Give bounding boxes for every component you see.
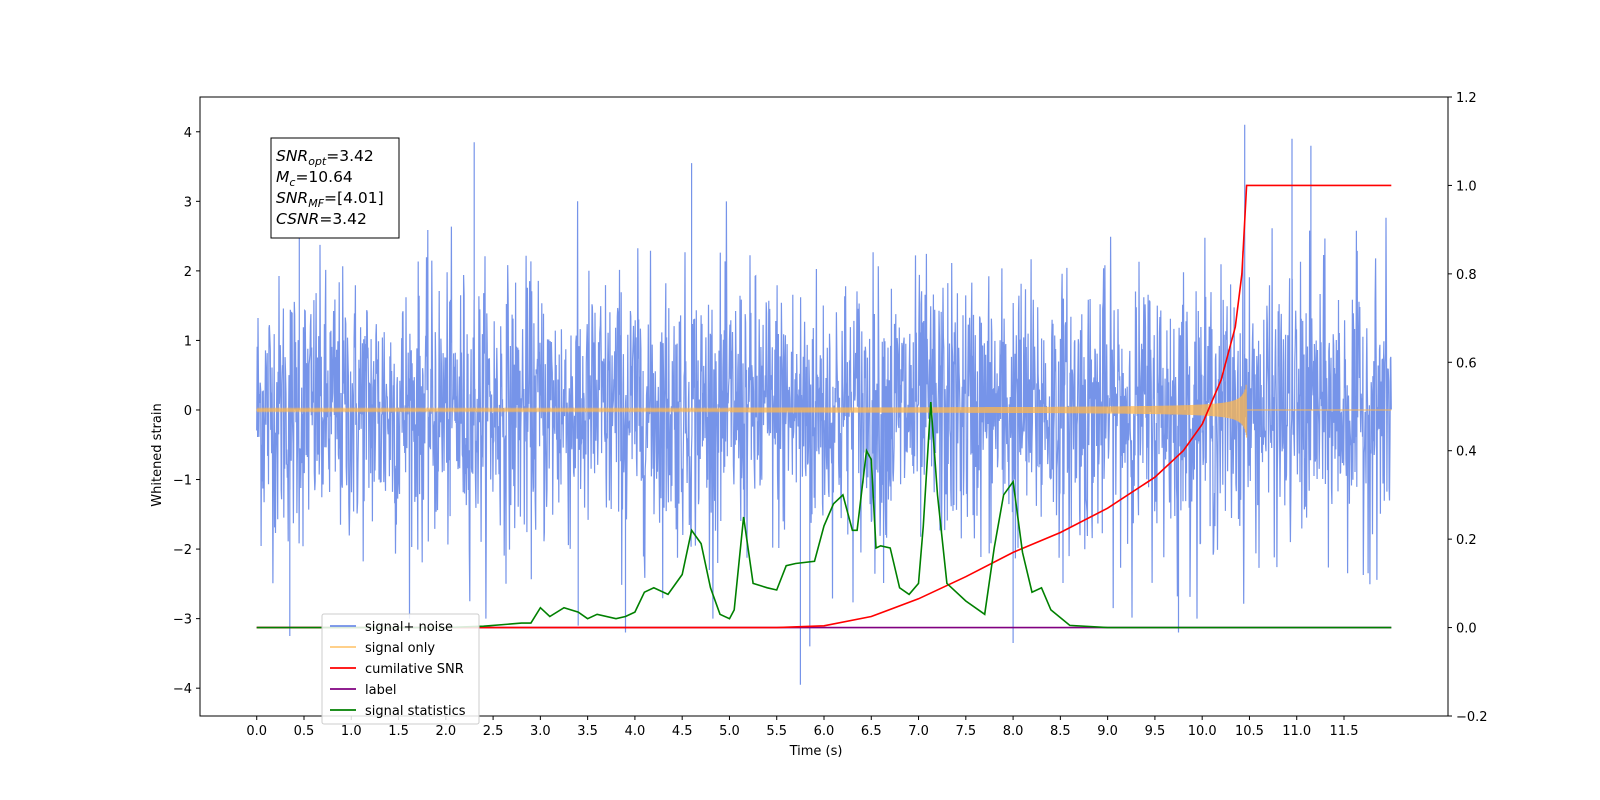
- x-tick-label: 8.5: [1050, 724, 1071, 739]
- x-tick-label: 10.0: [1188, 724, 1217, 739]
- y-right-tick-label: 1.2: [1456, 91, 1477, 106]
- y-left-tick-label: −2: [173, 543, 192, 558]
- y-left-tick-label: −4: [173, 682, 192, 697]
- axes: 0.0 0.5 1.0 1.5 2.0 2.5 3.0 3.5 4.0 4.5 5.0 5.5 6.0 6…: [173, 91, 1488, 739]
- x-tick-label: 2.0: [435, 724, 456, 739]
- info-line: SNRopt=3.42: [276, 147, 374, 168]
- x-tick-label: 6.0: [814, 724, 835, 739]
- y-right-tick-label: 0.8: [1456, 268, 1477, 283]
- y-left-tick-label: 3: [184, 195, 192, 210]
- y-left-tick-label: −1: [173, 474, 192, 489]
- x-tick-label: 7.0: [908, 724, 929, 739]
- legend-label: cumilative SNR: [365, 662, 464, 677]
- x-tick-label: 0.0: [246, 724, 267, 739]
- legend-frame: [321, 613, 480, 725]
- y-right-tick-label: 0.2: [1456, 533, 1477, 548]
- legend-label: signal statistics: [365, 704, 466, 719]
- y-left-tick-label: 4: [184, 126, 192, 141]
- y-axis-label: Whitened strain: [150, 403, 165, 506]
- info-line: SNRMF=[4.01]: [276, 189, 384, 210]
- y-right-tick-label: 0.0: [1456, 622, 1477, 637]
- series-signal-only: [256, 384, 1392, 438]
- y-left-tick-label: 2: [184, 265, 192, 280]
- legend-label: signal only: [365, 641, 435, 656]
- plot-area: [256, 124, 1392, 685]
- series-signal-statistics: [256, 402, 1392, 629]
- info-line: Mc=10.64: [276, 168, 353, 189]
- x-tick-label: 8.0: [1003, 724, 1024, 739]
- y-left-tick-label: −3: [173, 613, 192, 628]
- y-left-tick-label: 1: [184, 334, 192, 349]
- x-tick-label: 9.0: [1097, 724, 1118, 739]
- x-tick-label: 9.5: [1145, 724, 1166, 739]
- x-tick-label: 11.0: [1282, 724, 1311, 739]
- x-tick-label: 7.5: [955, 724, 976, 739]
- x-tick-label: 4.5: [672, 724, 693, 739]
- info-line: CSNR=3.42: [276, 210, 367, 228]
- y-left-tick-label: 0: [184, 404, 192, 419]
- legend-label: label: [365, 683, 396, 698]
- y-right-tick-label: 1.0: [1456, 179, 1477, 194]
- x-tick-label: 2.5: [483, 724, 504, 739]
- x-tick-label: 0.5: [294, 724, 315, 739]
- x-tick-label: 6.5: [861, 724, 882, 739]
- x-tick-label: 4.0: [625, 724, 646, 739]
- x-tick-label: 5.5: [766, 724, 787, 739]
- x-tick-label: 10.5: [1235, 724, 1264, 739]
- y-right-tick-label: −0.2: [1456, 710, 1488, 725]
- series-signal-noise: [256, 124, 1392, 685]
- x-tick-label: 1.0: [341, 724, 362, 739]
- y-right-tick-label: 0.6: [1456, 356, 1477, 371]
- x-tick-label: 3.0: [530, 724, 551, 739]
- x-tick-label: 1.5: [388, 724, 409, 739]
- x-tick-label: 3.5: [577, 724, 598, 739]
- y-right-tick-label: 0.4: [1456, 445, 1477, 460]
- info-box-frame: [270, 137, 400, 239]
- x-tick-label: 11.5: [1330, 724, 1359, 739]
- x-axis-label: Time (s): [789, 744, 843, 759]
- legend-label: signal+ noise: [365, 620, 453, 635]
- x-tick-label: 5.0: [719, 724, 740, 739]
- legend: signal+ noise signal only cumilative SNR la…: [321, 613, 480, 725]
- series-cumulative-snr: [256, 184, 1392, 629]
